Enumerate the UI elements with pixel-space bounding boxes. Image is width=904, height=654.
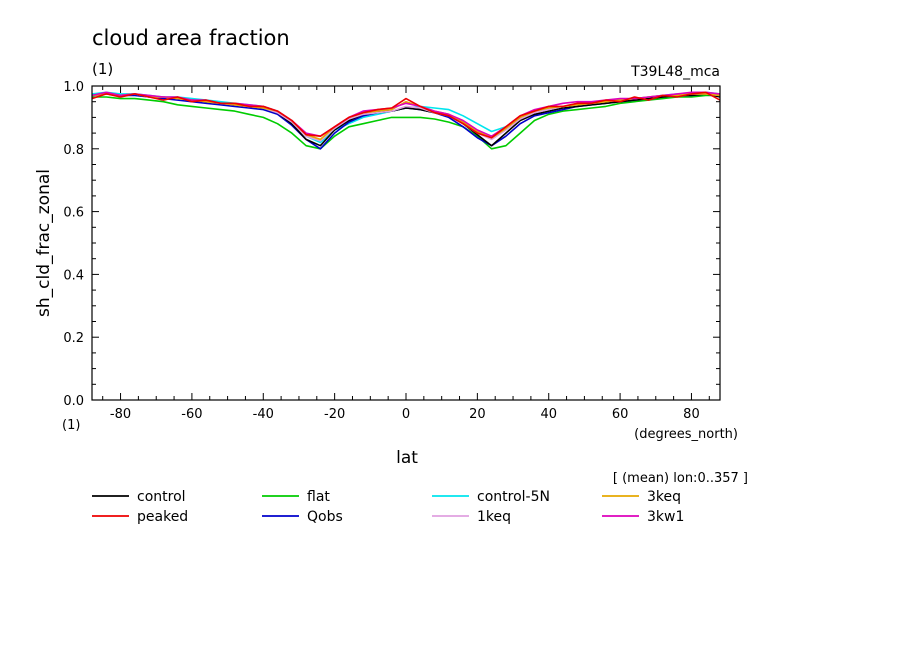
series-lines — [92, 91, 720, 150]
x-tick-label: 60 — [612, 407, 629, 422]
y-tick-label: 0.4 — [63, 268, 84, 283]
y-tick-label: 1.0 — [63, 80, 84, 95]
x-tick-labels: -80 -60 -40 -20 0 20 40 60 80 — [110, 407, 700, 422]
legend: control flat control-5N 3keq peaked Qobs 1keq 3… — [92, 489, 684, 525]
chart-title: cloud area fraction — [92, 26, 290, 50]
legend-label: 1keq — [477, 509, 511, 525]
series-line-3kw1 — [92, 91, 720, 137]
series-line-flat — [92, 94, 720, 150]
mean-note: [ (mean) lon:0..357 ] — [613, 471, 748, 486]
x-units-label: (degrees_north) — [634, 427, 738, 442]
chart-subtitle: (1) — [92, 60, 113, 78]
axis-ticks — [92, 86, 720, 400]
legend-label: 3keq — [647, 489, 681, 505]
plot-frame — [91, 85, 721, 401]
x-tick-label: -80 — [110, 407, 131, 422]
x-tick-label: 80 — [683, 407, 700, 422]
y-tick-label: 0.0 — [63, 394, 84, 409]
y-tick-label: 0.2 — [63, 331, 84, 346]
y-axis-label: sh_cld_frac_zonal — [34, 169, 54, 317]
legend-label: Qobs — [307, 509, 343, 525]
x-tick-label: 20 — [469, 407, 486, 422]
x-tick-label: 40 — [540, 407, 557, 422]
run-label: T39L48_mca — [630, 64, 720, 80]
y-tick-label: 0.8 — [63, 143, 84, 158]
x-axis-label: lat — [396, 448, 418, 468]
x-tick-label: 0 — [402, 407, 410, 422]
series-line-peaked — [92, 91, 720, 139]
legend-label: control — [137, 489, 186, 505]
y-tick-label: 0.6 — [63, 206, 84, 221]
x-tick-label: -60 — [181, 407, 202, 422]
x-tick-label: -40 — [253, 407, 274, 422]
legend-label: flat — [307, 489, 330, 505]
x-tick-label: -20 — [324, 407, 345, 422]
y-units-label: (1) — [62, 418, 80, 433]
legend-label: control-5N — [477, 489, 550, 505]
legend-label: peaked — [137, 509, 188, 525]
legend-label: 3kw1 — [647, 509, 684, 525]
y-tick-labels: 0.0 0.2 0.4 0.6 0.8 1.0 — [63, 80, 84, 409]
